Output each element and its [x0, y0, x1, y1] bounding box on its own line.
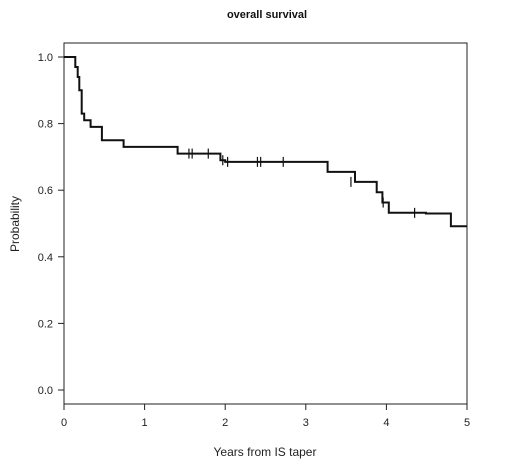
x-tick-label: 3 [303, 417, 309, 429]
y-axis-label: Probability [8, 196, 22, 252]
x-axis: 0 1 2 3 4 5 [61, 404, 470, 429]
x-tick-label: 5 [464, 417, 470, 429]
y-tick-label: 0.2 [38, 318, 53, 330]
y-tick-label: 0.0 [38, 385, 53, 397]
x-tick-label: 4 [383, 417, 389, 429]
survival-curve [64, 56, 467, 228]
y-axis: 0.0 0.2 0.4 0.6 0.8 1.0 [38, 52, 64, 397]
x-tick-label: 1 [142, 417, 148, 429]
x-axis-label: Years from IS taper [214, 445, 317, 459]
chart-title: overall survival [227, 9, 307, 21]
y-tick-label: 1.0 [38, 52, 53, 64]
y-tick-label: 0.4 [38, 252, 53, 264]
plot-frame [63, 42, 468, 405]
x-tick-label: 0 [61, 417, 67, 429]
y-tick-label: 0.6 [38, 185, 53, 197]
y-tick-label: 0.8 [38, 119, 53, 131]
censor-marks [188, 148, 416, 218]
x-tick-label: 2 [222, 417, 228, 429]
